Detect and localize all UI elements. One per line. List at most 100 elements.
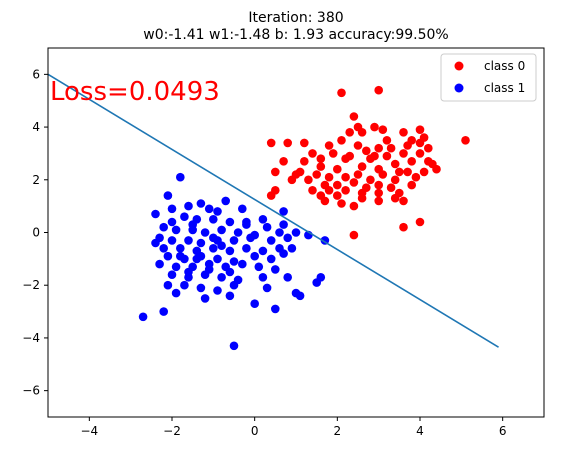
data-point-class-0-23 [308,149,317,158]
data-point-class-1-17 [262,222,272,232]
data-point-class-0-83 [370,151,379,161]
data-point-class-0-85 [341,154,350,163]
data-point-class-1-2 [184,201,193,211]
data-point-class-1-63 [167,270,177,280]
data-point-class-1-42 [209,244,218,253]
points-layer [138,85,470,351]
data-point-class-1-8 [258,215,268,224]
data-point-class-1-11 [167,217,177,227]
y-tick-label: 4 [32,120,40,134]
data-point-class-0-77 [461,136,470,145]
data-point-class-0-17 [362,146,371,156]
data-point-class-0-80 [349,230,359,240]
data-point-class-1-91 [242,217,251,227]
axes-frame [47,47,545,418]
data-point-class-1-9 [279,207,288,216]
data-point-class-1-47 [163,251,173,261]
data-point-class-0-47 [366,175,375,185]
data-point-class-0-89 [345,128,355,137]
data-point-class-0-2 [349,112,359,121]
data-point-class-0-57 [374,180,384,190]
data-point-class-0-10 [357,128,367,137]
data-point-class-0-29 [407,157,417,166]
data-point-class-0-35 [357,162,367,171]
data-point-class-0-78 [399,222,408,232]
data-point-class-0-16 [353,141,363,150]
data-point-class-0-1 [374,85,384,95]
data-point-class-0-44 [324,172,334,182]
decision-boundary-line [47,73,499,348]
data-point-class-0-52 [304,175,313,185]
data-point-class-0-40 [432,164,441,174]
data-point-class-1-7 [238,204,247,214]
data-point-class-0-72 [390,193,400,203]
y-tick-label: −2 [22,278,40,292]
data-point-class-0-88 [382,136,392,145]
data-point-class-1-74 [213,286,222,295]
data-point-class-1-60 [238,259,247,269]
data-point-class-1-77 [312,278,322,287]
data-point-class-1-86 [138,312,148,322]
data-point-class-1-92 [287,244,297,253]
data-point-class-1-88 [192,254,202,264]
data-point-class-0-79 [415,217,425,227]
data-point-class-1-98 [151,238,160,248]
chart-title-line1: Iteration: 380 [248,10,343,26]
data-point-class-0-25 [316,154,326,163]
y-tick-label: −4 [22,331,40,345]
legend-label-class-1: class 1 [484,81,525,95]
data-point-class-1-18 [279,220,288,229]
chart-title-line2: w0:-1.41 w1:-1.48 b: 1.93 accuracy:99.50… [143,27,448,43]
data-point-class-0-49 [390,175,400,185]
data-point-class-0-61 [308,186,317,195]
data-point-class-1-56 [171,262,181,272]
data-point-class-0-22 [424,143,433,153]
data-point-class-1-15 [225,217,235,227]
legend-marker-class-0 [454,61,464,71]
data-point-class-1-85 [159,307,168,316]
boundary-layer [47,73,499,348]
data-point-class-1-39 [159,244,168,253]
data-point-class-1-43 [225,246,235,256]
data-point-class-0-12 [283,138,293,148]
data-point-class-1-40 [176,244,185,253]
data-point-class-0-59 [407,180,417,190]
data-point-class-1-62 [271,265,280,274]
data-point-class-1-97 [225,267,235,277]
data-point-class-0-54 [333,180,342,190]
data-point-class-1-80 [225,291,235,301]
data-point-class-0-28 [382,151,392,161]
data-point-class-1-73 [196,283,206,293]
data-point-class-1-30 [184,236,193,245]
data-point-class-1-54 [279,249,288,258]
data-point-class-0-39 [419,167,429,177]
ticks-layer: −4 −2 0 2 4 6 −6 −4 −2 0 2 4 6 [22,67,506,438]
data-point-class-1-6 [213,207,222,216]
data-point-class-0-67 [266,191,276,200]
data-point-class-1-94 [188,220,197,229]
data-point-class-0-58 [386,183,396,192]
x-tick-label: 6 [499,424,507,438]
data-point-class-0-11 [266,138,276,148]
legend-marker-class-1 [454,83,464,93]
data-point-class-1-36 [283,233,293,243]
data-point-class-1-45 [258,246,268,256]
data-point-class-1-68 [258,273,268,282]
data-point-class-0-62 [324,186,334,195]
data-point-class-0-76 [333,191,342,200]
data-point-class-1-95 [217,241,226,250]
data-point-class-0-6 [399,128,408,137]
data-point-class-0-45 [341,172,350,182]
data-point-class-0-4 [370,122,379,132]
data-point-class-1-55 [155,259,164,269]
data-point-class-1-23 [217,225,226,235]
data-point-class-1-90 [209,233,218,243]
data-point-class-0-0 [337,88,346,98]
x-tick-label: 4 [416,424,424,438]
legend-box [440,53,537,102]
data-point-class-1-33 [229,236,239,245]
data-point-class-0-74 [316,191,326,200]
data-point-class-1-76 [262,283,272,293]
data-point-class-0-69 [337,199,346,208]
data-point-class-1-75 [229,280,239,290]
